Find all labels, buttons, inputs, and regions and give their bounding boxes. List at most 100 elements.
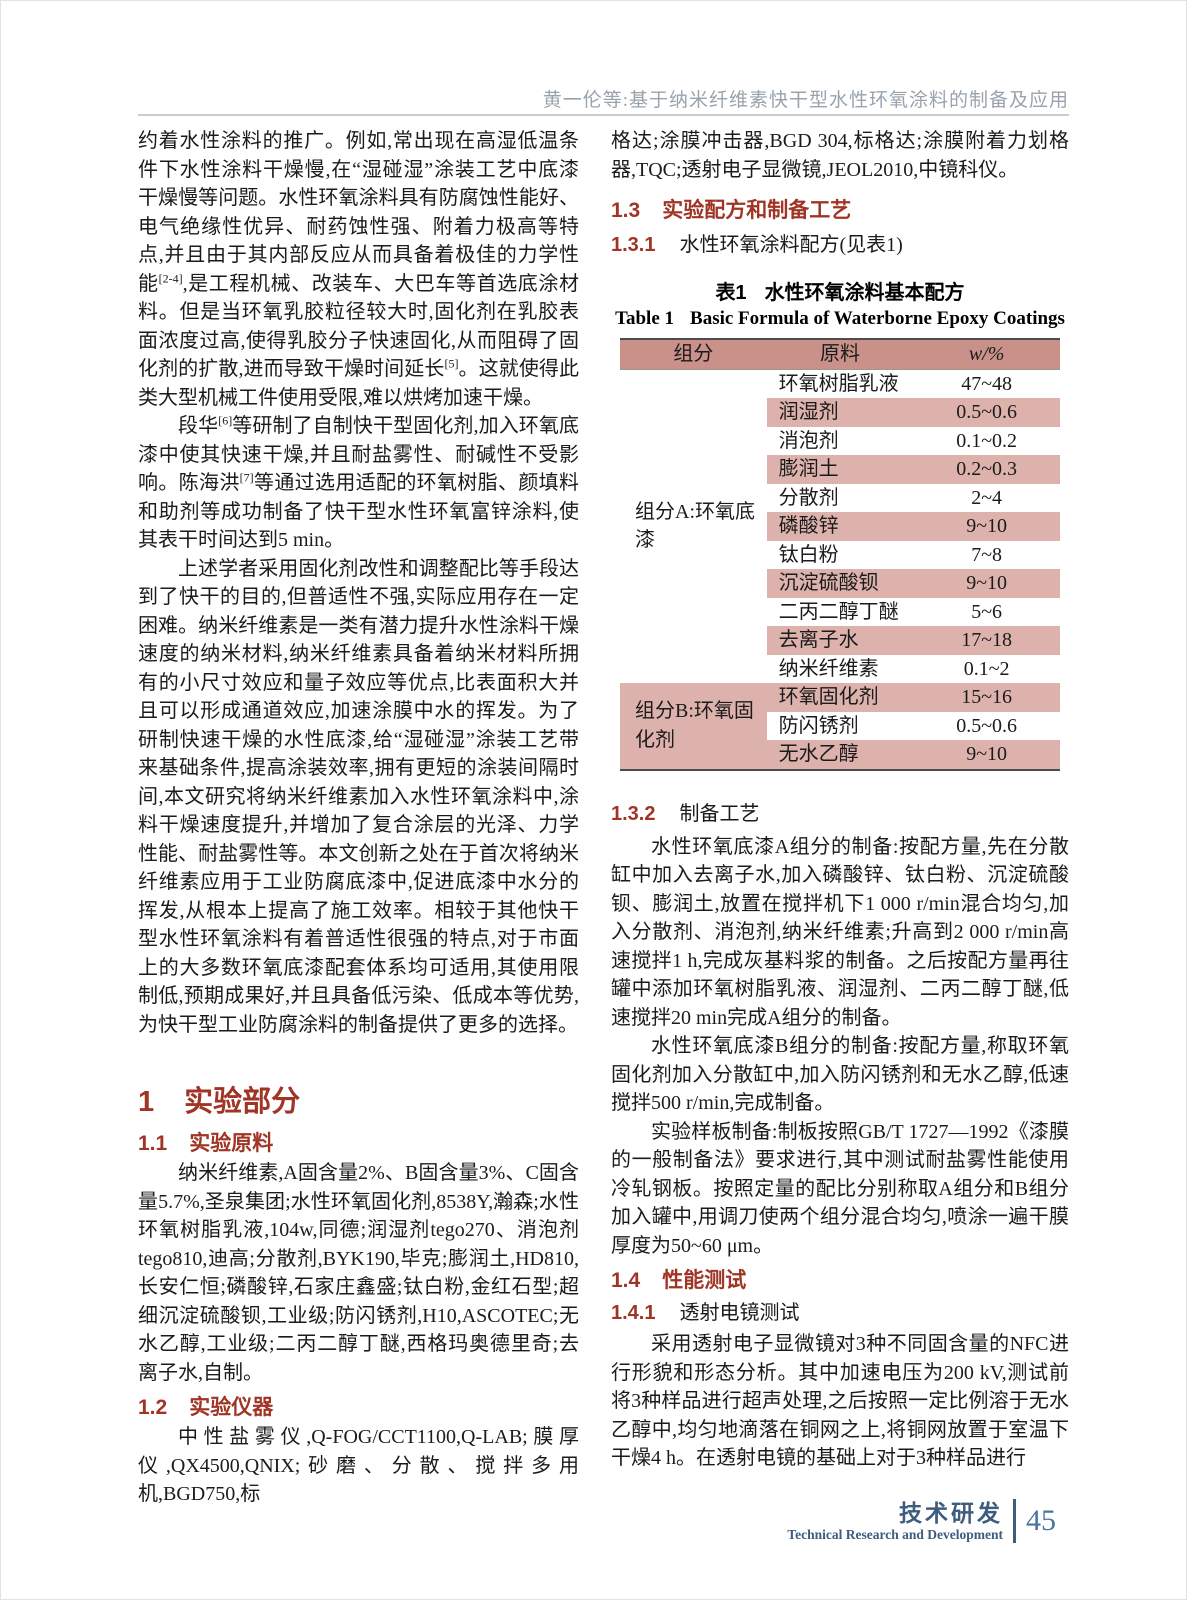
section-heading-1: 1 实验部分: [138, 1083, 579, 1121]
table-caption-zh-label: 表1: [715, 282, 747, 304]
table-row: 防闪锈剂 0.5~0.6: [620, 712, 1060, 741]
subsection-title: 性能测试: [662, 1269, 747, 1292]
section-title: 实验部分: [184, 1086, 301, 1118]
material-cell: 钛白粉: [778, 543, 839, 566]
fraction-cell: 0.2~0.3: [913, 455, 1060, 484]
fraction-cell: 9~10: [913, 740, 1060, 770]
subsubsection-number: 1.3.1: [611, 234, 656, 256]
running-head: 黄一伦等:基于纳米纤维素快干型水性环氧涂料的制备及应用: [542, 90, 1069, 111]
component-group-cell: 组分B:环氧固化剂: [620, 683, 767, 770]
fraction-cell: 9~10: [913, 512, 1060, 541]
material-cell: 防闪锈剂: [778, 714, 859, 737]
material-cell: 环氧固化剂: [766, 683, 914, 712]
table-row: 钛白粉 7~8: [620, 541, 1060, 570]
subsection-number: 1.2: [138, 1396, 168, 1419]
subsubsection-title: 透射电镜测试: [679, 1302, 800, 1324]
paragraph-instruments: 中性盐雾仪,Q-FOG/CCT1100,Q-LAB;膜厚仪,QX4500,QNI…: [138, 1426, 579, 1505]
subsubsection-heading-1-3-1: 1.3.1 水性环氧涂料配方(见表1): [611, 230, 1069, 260]
table-row: 膨润土 0.2~0.3: [620, 455, 1060, 484]
material-cell: 环氧树脂乳液: [778, 372, 899, 395]
subsubsection-title: 水性环氧涂料配方(见表1): [679, 234, 903, 256]
paragraph-instruments-continued: 格达;涂膜冲击器,BGD 304,标格达;涂膜附着力划格器,TQC;透射电子显微…: [611, 130, 1069, 181]
material-cell: 二丙二醇丁醚: [778, 600, 899, 623]
citation-ref: [2-4]: [158, 270, 183, 285]
fraction-cell: 0.5~0.6: [956, 714, 1018, 737]
material-cell: 膨润土: [766, 455, 914, 484]
material-cell: 去离子水: [766, 626, 914, 655]
table-caption-en: Table 1 Basic Formula of Waterborne Epoxy…: [611, 306, 1069, 332]
table-row: 去离子水 17~18: [620, 626, 1060, 655]
subsection-heading-1-2: 1.2 实验仪器: [138, 1393, 579, 1423]
subsection-number: 1.1: [138, 1132, 168, 1155]
material-cell: 分散剂: [778, 486, 839, 509]
subsubsection-number: 1.3.2: [611, 802, 656, 825]
table-row: 磷酸锌 9~10: [620, 512, 1060, 541]
subsection-heading-1-4: 1.4 性能测试: [611, 1266, 1069, 1296]
table-caption-zh-title: 水性环氧涂料基本配方: [764, 282, 965, 304]
section-number: 1: [138, 1086, 155, 1118]
paragraph-intro-continued: 约着水性涂料的推广。例如,常出现在高湿低温条件下水性涂料干燥慢,在“湿碰湿”涂装…: [138, 130, 580, 409]
table-caption-en-title: Basic Formula of Waterborne Epoxy Coatin…: [690, 308, 1065, 329]
material-cell: 磷酸锌: [766, 512, 914, 541]
fraction-cell: 17~18: [913, 626, 1060, 655]
table-row: 二丙二醇丁醚 5~6: [620, 598, 1060, 627]
column-header-material: 原料: [766, 339, 914, 370]
page-footer: 技术研发 Technical Research and Development …: [787, 1499, 1056, 1543]
subsection-heading-1-3: 1.3 实验配方和制备工艺: [611, 196, 1069, 226]
formula-table: 组分 原料 w/% 组分A:环氧底漆 环氧树脂乳液 47~48 润湿剂 0.5~0.6 消…: [620, 338, 1060, 771]
citation-ref: [5]: [444, 356, 459, 371]
table-row: 润湿剂 0.5~0.6: [620, 398, 1060, 427]
fraction-cell: 15~16: [913, 683, 1060, 712]
subsubsection-title: 制备工艺: [679, 802, 760, 825]
paragraph-materials: 纳米纤维素,A固含量2%、B固含量3%、C固含量5.7%,圣泉集团;水性环氧固化…: [138, 1162, 579, 1384]
paragraph-prep-b: 水性环氧底漆B组分的制备:按配方量,称取环氧固化剂加入分散缸中,加入防闪锈剂和无…: [611, 1035, 1069, 1114]
paragraph-tem-test: 采用透射电子显微镜对3种不同固含量的NFC进行形貌和形态分析。其中加速电压为20…: [611, 1333, 1069, 1469]
table-header-row: 组分 原料 w/%: [620, 339, 1060, 370]
table-caption-en-label: Table 1: [615, 308, 675, 329]
table-row: 组分A:环氧底漆 环氧树脂乳液 47~48: [620, 369, 1060, 552]
footer-divider: [1013, 1499, 1016, 1543]
material-cell: 润湿剂: [766, 398, 914, 427]
fraction-cell: 0.1~0.2: [956, 429, 1018, 452]
fraction-cell: 9~10: [913, 569, 1060, 598]
left-column: 约着水性涂料的推广。例如,常出现在高湿低温条件下水性涂料干燥慢,在“湿碰湿”涂装…: [138, 127, 579, 1509]
footer-section-labels: 技术研发 Technical Research and Development: [787, 1500, 1003, 1543]
table-row: 无水乙醇 9~10: [620, 740, 1060, 770]
fraction-cell: 47~48: [961, 372, 1013, 395]
paragraph-prior-work-1: 段华[6]等研制了自制快干型固化剂,加入环氧底漆中使其快速干燥,并且耐盐雾性、耐…: [138, 413, 580, 551]
footer-section-zh: 技术研发: [899, 1499, 1003, 1526]
column-header-fraction: w/%: [913, 339, 1060, 370]
table-row: 沉淀硫酸钡 9~10: [620, 569, 1060, 598]
table-caption-zh: 表1 水性环氧涂料基本配方: [611, 280, 1069, 306]
table-row: 组分B:环氧固化剂 环氧固化剂 15~16: [620, 683, 1060, 770]
right-column: 格达;涂膜冲击器,BGD 304,标格达;涂膜附着力划格器,TQC;透射电子显微…: [611, 127, 1069, 1473]
material-cell: 纳米纤维素: [778, 657, 879, 680]
fraction-cell: 0.5~0.6: [913, 398, 1060, 427]
citation-ref: [6]: [218, 413, 233, 428]
footer-section-en: Technical Research and Development: [787, 1526, 1003, 1542]
subsection-heading-1-1: 1.1 实验原料: [138, 1129, 579, 1159]
header-rule: [138, 114, 1069, 116]
subsection-title: 实验仪器: [189, 1396, 274, 1419]
paragraph-prep-a: 水性环氧底漆A组分的制备:按配方量,先在分散缸中加入去离子水,加入磷酸锌、钛白粉…: [611, 835, 1069, 1029]
citation-ref: [7]: [239, 470, 254, 485]
page-number: 45: [1026, 1504, 1056, 1537]
material-cell: 沉淀硫酸钡: [766, 569, 914, 598]
formula-table-head: 组分 原料 w/%: [620, 339, 1060, 370]
material-cell: 无水乙醇: [766, 740, 914, 770]
subsubsection-heading-1-3-2: 1.3.2 制备工艺: [611, 799, 1069, 829]
subsection-number: 1.3: [611, 199, 641, 222]
subsubsection-heading-1-4-1: 1.4.1 透射电镜测试: [611, 1298, 1069, 1328]
table-row: 纳米纤维素 0.1~2: [620, 655, 1060, 684]
column-header-component: 组分: [620, 339, 767, 370]
fraction-cell: 0.1~2: [963, 657, 1010, 680]
subsection-number: 1.4: [611, 1269, 641, 1292]
subsection-title: 实验原料: [189, 1132, 274, 1155]
subsubsection-number: 1.4.1: [611, 1302, 656, 1324]
fraction-cell: 5~6: [971, 600, 1003, 623]
table-row: 分散剂 2~4: [620, 484, 1060, 513]
fraction-cell: 7~8: [971, 543, 1003, 566]
paragraph-sample-prep: 实验样板制备:制板按照GB/T 1727—1992《漆膜的一般制备法》要求进行,…: [611, 1120, 1069, 1257]
formula-table-body: 组分A:环氧底漆 环氧树脂乳液 47~48 润湿剂 0.5~0.6 消泡剂 0.1~0.2 膨…: [620, 369, 1060, 770]
